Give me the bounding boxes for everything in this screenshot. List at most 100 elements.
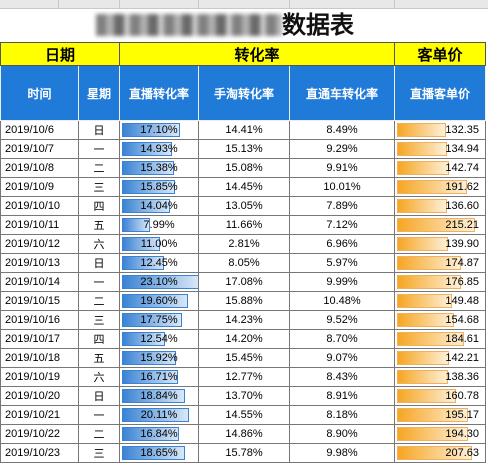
cell-live-unit-price[interactable]: 142.74 (394, 158, 487, 178)
cell-date[interactable]: 2019/10/19 (0, 367, 79, 387)
cell-live-unit-price[interactable]: 132.35 (394, 120, 487, 140)
cell-live-conversion[interactable]: 7.99% (119, 215, 200, 235)
cell-date[interactable]: 2019/10/10 (0, 196, 79, 216)
cell-date[interactable]: 2019/10/22 (0, 424, 79, 444)
cell-date[interactable]: 2019/10/20 (0, 386, 79, 406)
cell-live-unit-price[interactable]: 176.85 (394, 272, 487, 292)
header-weekday[interactable]: 星期 (77, 65, 121, 121)
cell-taobao-conversion[interactable]: 8.05% (198, 253, 291, 273)
cell-live-unit-price[interactable]: 136.60 (394, 196, 487, 216)
cell-live-unit-price[interactable]: 195.17 (394, 405, 487, 425)
cell-weekday[interactable]: 二 (77, 424, 121, 444)
cell-live-conversion[interactable]: 19.60% (119, 291, 200, 311)
cell-date[interactable]: 2019/10/9 (0, 177, 79, 197)
cell-ztc-conversion[interactable]: 9.91% (289, 158, 396, 178)
cell-live-conversion[interactable]: 12.45% (119, 253, 200, 273)
cell-ztc-conversion[interactable]: 6.96% (289, 234, 396, 254)
cell-weekday[interactable]: 六 (77, 234, 121, 254)
column-header-cell[interactable] (290, 0, 395, 8)
cell-date[interactable]: 2019/10/11 (0, 215, 79, 235)
cell-ztc-conversion[interactable]: 8.70% (289, 329, 396, 349)
cell-live-unit-price[interactable]: 134.94 (394, 139, 487, 159)
cell-live-unit-price[interactable]: 174.87 (394, 253, 487, 273)
header-taobao-conversion[interactable]: 手淘转化率 (198, 65, 291, 121)
cell-weekday[interactable]: 一 (77, 405, 121, 425)
cell-weekday[interactable]: 三 (77, 443, 121, 463)
column-header-cell[interactable] (0, 0, 59, 8)
cell-live-conversion[interactable]: 23.10% (119, 272, 200, 292)
cell-live-unit-price[interactable]: 215.21 (394, 215, 487, 235)
cell-date[interactable]: 2019/10/18 (0, 348, 79, 368)
cell-ztc-conversion[interactable]: 9.29% (289, 139, 396, 159)
cell-ztc-conversion[interactable]: 8.90% (289, 424, 396, 444)
cell-live-unit-price[interactable]: 149.48 (394, 291, 487, 311)
cell-weekday[interactable]: 二 (77, 158, 121, 178)
header-ztc-conversion[interactable]: 直通车转化率 (289, 65, 396, 121)
header-live-unit-price[interactable]: 直播客单价 (394, 65, 487, 121)
cell-taobao-conversion[interactable]: 15.08% (198, 158, 291, 178)
cell-weekday[interactable]: 一 (77, 272, 121, 292)
column-header-cell[interactable] (395, 0, 488, 8)
cell-taobao-conversion[interactable]: 13.05% (198, 196, 291, 216)
header-time[interactable]: 时间 (0, 65, 79, 121)
cell-live-conversion[interactable]: 15.85% (119, 177, 200, 197)
cell-ztc-conversion[interactable]: 9.07% (289, 348, 396, 368)
cell-taobao-conversion[interactable]: 15.78% (198, 443, 291, 463)
cell-date[interactable]: 2019/10/6 (0, 120, 79, 140)
cell-live-conversion[interactable]: 18.84% (119, 386, 200, 406)
cell-taobao-conversion[interactable]: 12.77% (198, 367, 291, 387)
cell-ztc-conversion[interactable]: 8.91% (289, 386, 396, 406)
cell-live-unit-price[interactable]: 207.63 (394, 443, 487, 463)
cell-live-conversion[interactable]: 11.00% (119, 234, 200, 254)
cell-live-unit-price[interactable]: 194.30 (394, 424, 487, 444)
cell-date[interactable]: 2019/10/23 (0, 443, 79, 463)
cell-date[interactable]: 2019/10/13 (0, 253, 79, 273)
cell-live-conversion[interactable]: 16.71% (119, 367, 200, 387)
header-live-conversion[interactable]: 直播转化率 (119, 65, 200, 121)
cell-ztc-conversion[interactable]: 10.01% (289, 177, 396, 197)
cell-taobao-conversion[interactable]: 14.41% (198, 120, 291, 140)
cell-ztc-conversion[interactable]: 8.43% (289, 367, 396, 387)
cell-date[interactable]: 2019/10/21 (0, 405, 79, 425)
cell-live-conversion[interactable]: 16.84% (119, 424, 200, 444)
cell-live-conversion[interactable]: 17.75% (119, 310, 200, 330)
cell-live-unit-price[interactable]: 138.36 (394, 367, 487, 387)
cell-live-unit-price[interactable]: 191.62 (394, 177, 487, 197)
cell-live-conversion[interactable]: 20.11% (119, 405, 200, 425)
cell-live-conversion[interactable]: 12.54% (119, 329, 200, 349)
column-header-cell[interactable] (59, 0, 120, 8)
cell-live-unit-price[interactable]: 184.61 (394, 329, 487, 349)
cell-live-conversion[interactable]: 15.92% (119, 348, 200, 368)
cell-live-conversion[interactable]: 17.10% (119, 120, 200, 140)
cell-date[interactable]: 2019/10/16 (0, 310, 79, 330)
cell-live-conversion[interactable]: 14.93% (119, 139, 200, 159)
cell-weekday[interactable]: 五 (77, 215, 121, 235)
cell-live-conversion[interactable]: 15.38% (119, 158, 200, 178)
cell-date[interactable]: 2019/10/17 (0, 329, 79, 349)
cell-live-conversion[interactable]: 18.65% (119, 443, 200, 463)
cell-weekday[interactable]: 二 (77, 291, 121, 311)
cell-ztc-conversion[interactable]: 8.18% (289, 405, 396, 425)
cell-ztc-conversion[interactable]: 8.49% (289, 120, 396, 140)
cell-date[interactable]: 2019/10/12 (0, 234, 79, 254)
cell-weekday[interactable]: 三 (77, 177, 121, 197)
column-header-strip[interactable] (0, 0, 488, 9)
cell-taobao-conversion[interactable]: 15.13% (198, 139, 291, 159)
cell-live-unit-price[interactable]: 160.78 (394, 386, 487, 406)
cell-ztc-conversion[interactable]: 9.99% (289, 272, 396, 292)
cell-weekday[interactable]: 四 (77, 196, 121, 216)
cell-weekday[interactable]: 日 (77, 253, 121, 273)
cell-ztc-conversion[interactable]: 10.48% (289, 291, 396, 311)
cell-taobao-conversion[interactable]: 14.20% (198, 329, 291, 349)
cell-ztc-conversion[interactable]: 7.89% (289, 196, 396, 216)
cell-taobao-conversion[interactable]: 14.55% (198, 405, 291, 425)
cell-live-unit-price[interactable]: 142.21 (394, 348, 487, 368)
cell-taobao-conversion[interactable]: 17.08% (198, 272, 291, 292)
cell-taobao-conversion[interactable]: 14.45% (198, 177, 291, 197)
cell-weekday[interactable]: 日 (77, 120, 121, 140)
cell-weekday[interactable]: 一 (77, 139, 121, 159)
cell-weekday[interactable]: 五 (77, 348, 121, 368)
cell-taobao-conversion[interactable]: 11.66% (198, 215, 291, 235)
cell-weekday[interactable]: 日 (77, 386, 121, 406)
cell-date[interactable]: 2019/10/8 (0, 158, 79, 178)
